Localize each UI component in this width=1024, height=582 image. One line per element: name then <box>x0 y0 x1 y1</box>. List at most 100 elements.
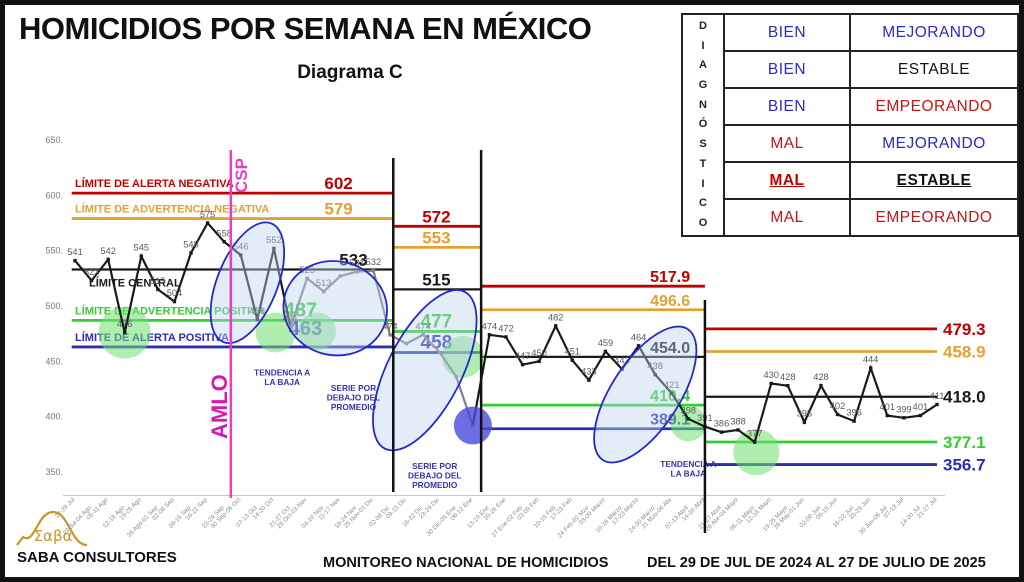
diagnostic-estado: MAL <box>725 126 851 161</box>
data-point <box>885 413 889 418</box>
diagnostic-tendencia: MEJORANDO <box>882 23 986 41</box>
data-label: 482 <box>548 312 564 322</box>
data-label: 523 <box>84 267 100 277</box>
data-point <box>719 430 724 434</box>
data-point <box>321 289 326 294</box>
data-label: 474 <box>482 321 498 331</box>
data-point <box>106 257 110 262</box>
diagnostic-estado: BIEN <box>725 52 851 87</box>
data-point <box>371 268 376 273</box>
highlight-green-circle <box>733 429 780 476</box>
data-label: 402 <box>830 401 846 411</box>
highlight-blue-circle <box>453 406 492 445</box>
data-label: 525 <box>299 265 315 275</box>
diagnostic-header-letter: I <box>701 177 705 190</box>
trend-ellipse <box>282 260 388 357</box>
data-point <box>935 402 939 407</box>
data-label: 464 <box>631 332 647 342</box>
footer-brand: SABA CONSULTORES <box>17 549 177 566</box>
limit-value-label: 517.9 <box>650 269 690 286</box>
limit-value-label: 602 <box>324 174 352 193</box>
data-label: 428 <box>813 372 829 382</box>
diagnostic-header-letter: C <box>699 197 707 210</box>
data-point <box>305 276 309 281</box>
data-label: 396 <box>846 408 862 418</box>
data-label: 474 <box>415 321 431 331</box>
data-point <box>670 391 674 396</box>
data-label: 438 <box>647 361 663 371</box>
diagnostic-estado: BIEN <box>725 15 851 50</box>
limit-value-label: 553 <box>422 228 450 247</box>
limit-value-label: 515 <box>422 270 450 289</box>
footer-center-text: MONITOREO NACIONAL DE HOMICIDIOS <box>323 555 609 571</box>
data-label: 542 <box>100 246 116 256</box>
limit-name-alerta-negativa: LÍMITE DE ALERTA NEGATIVA <box>75 177 234 190</box>
limit-value-label: 579 <box>324 200 352 219</box>
data-label: 395 <box>797 409 813 419</box>
data-label: 401 <box>913 402 929 412</box>
data-line <box>74 221 292 333</box>
y-tick-label: 450. <box>45 356 63 366</box>
data-point <box>868 366 873 370</box>
diagnostic-row-1: BIEN MEJORANDO <box>725 15 1017 52</box>
data-point <box>239 253 243 257</box>
chart-subtitle: Diagrama C <box>297 62 403 83</box>
data-point <box>636 344 641 348</box>
data-label: 472 <box>498 323 514 333</box>
data-label: 481 <box>283 314 299 324</box>
diagnostic-row-6: MAL EMPEORANDO <box>725 200 1017 235</box>
logo-text: Σαβα <box>34 527 73 545</box>
diagnostic-row-2: BIEN ESTABLE <box>725 52 1017 89</box>
data-label: 459 <box>598 338 614 348</box>
saba-logo: Σαβα <box>16 510 88 547</box>
diagnostic-header-letter: G <box>698 79 708 92</box>
y-tick-label: 400. <box>45 412 63 422</box>
data-point <box>736 428 740 432</box>
diagnostic-row-3: BIEN EMPEORANDO <box>725 89 1017 126</box>
trend-ellipse <box>593 325 698 464</box>
data-point <box>570 358 575 362</box>
data-label: 377 <box>747 429 763 439</box>
limit-value-label: 458.9 <box>943 342 986 361</box>
data-label: 548 <box>183 239 199 249</box>
data-point <box>835 412 840 417</box>
y-tick-label: 350. <box>45 467 63 477</box>
data-label: 386 <box>714 419 730 429</box>
limit-value-label: 533 <box>339 250 367 269</box>
data-label: 474 <box>382 321 398 331</box>
data-label: 428 <box>780 372 796 382</box>
diagnostic-estado: MAL <box>725 163 851 198</box>
data-point <box>504 335 508 339</box>
limit-value-label: 496.6 <box>650 293 690 310</box>
trend-ellipse <box>372 289 478 452</box>
diagnostic-tendencia: ESTABLE <box>897 60 971 78</box>
diagnostic-estado: BIEN <box>725 89 851 124</box>
diagnostic-header-letter: Ó <box>698 118 708 131</box>
data-label: 552 <box>266 235 282 245</box>
divider-label-bottom: AMLO <box>207 374 232 439</box>
data-point <box>123 330 127 335</box>
data-point <box>554 324 558 328</box>
diagnostic-header-letter: T <box>699 157 707 170</box>
annotation-text: TENDENCIA A LA BAJA <box>254 368 310 388</box>
data-point <box>487 333 492 337</box>
divider-label-top: CSP <box>232 158 251 193</box>
data-point <box>686 417 691 421</box>
limit-name-alerta-positiva: LÍMITE DE ALERTA POSITIVA <box>75 331 229 344</box>
data-label: 476 <box>117 319 133 329</box>
annotation-text: SERIE POR DEBAJO DEL PROMEDIO <box>327 383 380 412</box>
y-tick-label: 550. <box>45 246 63 256</box>
diagnostic-header-letter: D <box>699 20 707 32</box>
limit-value-label: 454.0 <box>650 340 690 357</box>
data-point <box>73 258 77 263</box>
data-label: 399 <box>896 404 912 414</box>
data-label: 546 <box>233 242 249 252</box>
data-label: 575 <box>200 210 216 220</box>
data-label: 504 <box>167 288 183 298</box>
data-point <box>288 325 293 329</box>
data-point <box>454 375 458 379</box>
data-label: 444 <box>863 354 879 364</box>
